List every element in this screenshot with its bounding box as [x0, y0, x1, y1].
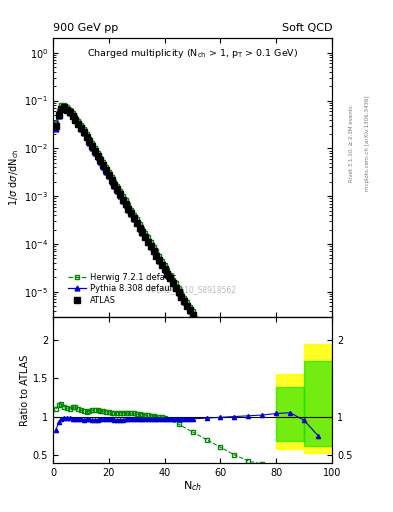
Text: mcplots.cern.ch [arXiv:1306.3436]: mcplots.cern.ch [arXiv:1306.3436]: [365, 96, 370, 191]
Herwig 7.2.1 default: [109, 174, 114, 180]
Herwig 7.2.1 default: [112, 179, 117, 185]
ATLAS: [53, 122, 58, 129]
Line: ATLAS: ATLAS: [53, 104, 335, 472]
ATLAS: [62, 104, 66, 111]
Y-axis label: 1/$\sigma$ d$\sigma$/dN$_{\mathregular{ch}}$: 1/$\sigma$ d$\sigma$/dN$_{\mathregular{c…: [7, 149, 21, 206]
X-axis label: N$_{ch}$: N$_{ch}$: [183, 480, 202, 494]
Text: Soft QCD: Soft QCD: [282, 23, 332, 33]
Herwig 7.2.1 default: [53, 120, 58, 126]
Herwig 7.2.1 default: [84, 131, 89, 137]
Text: Charged multiplicity (N$_{\mathregular{ch}}$ > 1, p$_{\mathregular{T}}$ > 0.1 Ge: Charged multiplicity (N$_{\mathregular{c…: [87, 47, 298, 60]
Herwig 7.2.1 default: [330, 472, 334, 478]
Herwig 7.2.1 default: [62, 102, 66, 108]
Herwig 7.2.1 default: [160, 258, 164, 264]
ATLAS: [162, 266, 167, 272]
Pythia 8.308 default: [112, 183, 117, 189]
ATLAS: [173, 285, 178, 291]
Y-axis label: Ratio to ATLAS: Ratio to ATLAS: [20, 354, 30, 426]
Pythia 8.308 default: [104, 169, 108, 175]
Pythia 8.308 default: [53, 126, 58, 133]
Pythia 8.308 default: [330, 457, 334, 463]
Text: ATLAS_2010_S8918562: ATLAS_2010_S8918562: [148, 286, 237, 294]
Pythia 8.308 default: [84, 134, 89, 140]
Text: Rivet 3.1.10, ≥ 2.3M events: Rivet 3.1.10, ≥ 2.3M events: [349, 105, 354, 182]
Legend: Herwig 7.2.1 default, Pythia 8.308 default, ATLAS: Herwig 7.2.1 default, Pythia 8.308 defau…: [66, 270, 178, 307]
Line: Pythia 8.308 default: Pythia 8.308 default: [53, 105, 334, 463]
Herwig 7.2.1 default: [98, 155, 103, 161]
Pythia 8.308 default: [62, 104, 66, 111]
Pythia 8.308 default: [98, 159, 103, 165]
ATLAS: [93, 148, 97, 154]
ATLAS: [190, 312, 195, 318]
ATLAS: [274, 408, 279, 414]
Text: 900 GeV pp: 900 GeV pp: [53, 23, 118, 33]
Herwig 7.2.1 default: [104, 164, 108, 170]
Pythia 8.308 default: [160, 262, 164, 268]
Pythia 8.308 default: [109, 179, 114, 185]
Line: Herwig 7.2.1 default: Herwig 7.2.1 default: [53, 102, 334, 477]
ATLAS: [95, 153, 100, 159]
ATLAS: [330, 465, 334, 472]
